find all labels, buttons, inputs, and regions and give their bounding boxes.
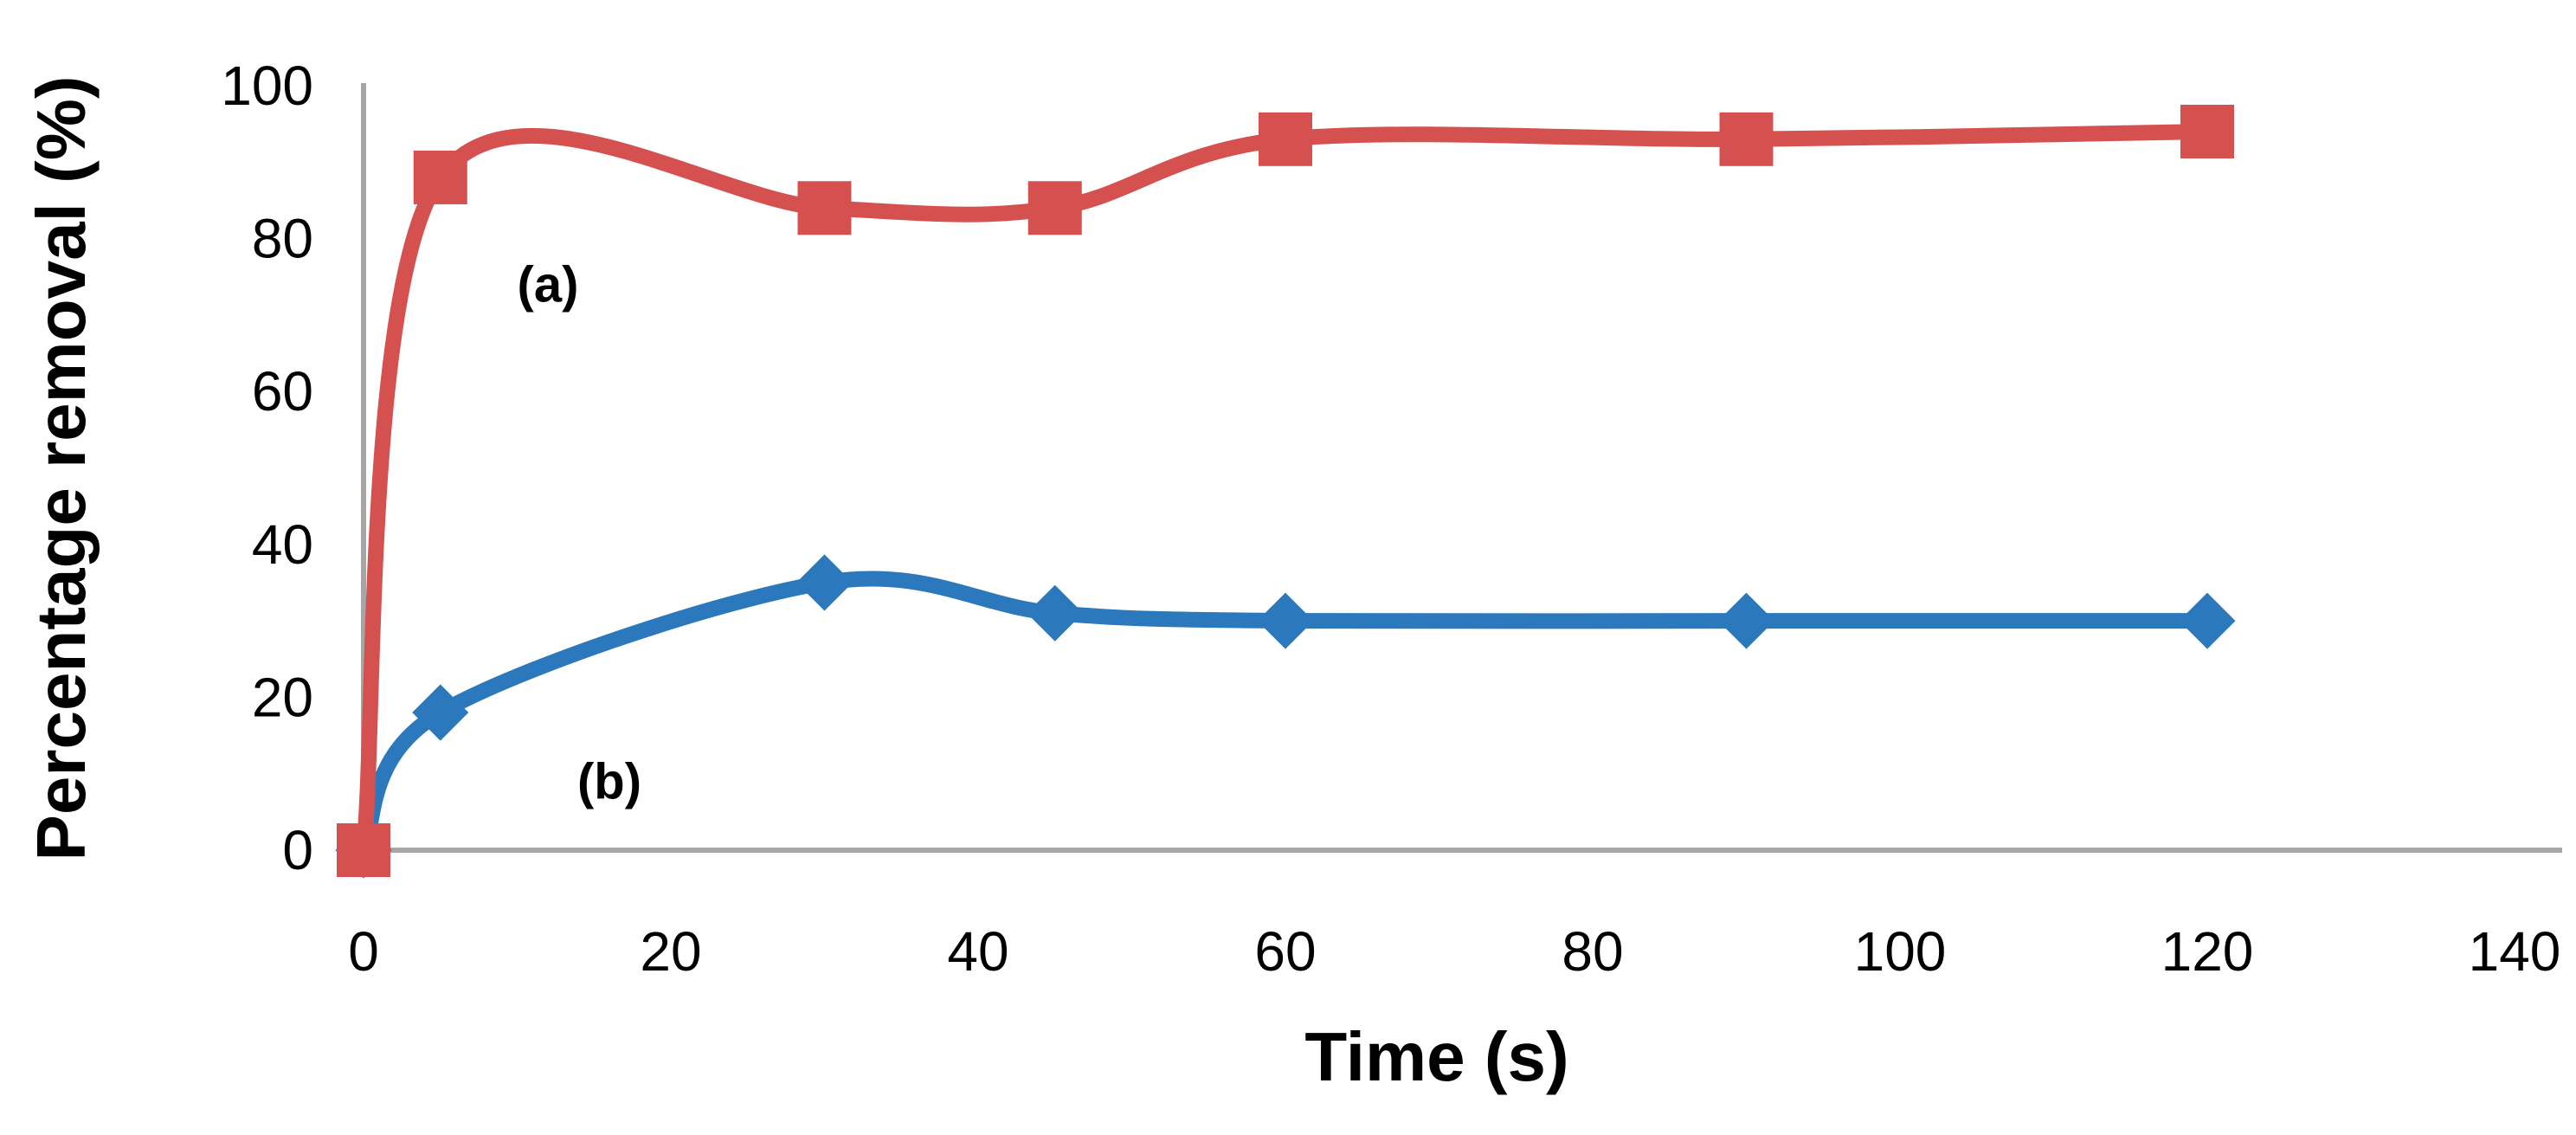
- y-tick-label: 100: [221, 55, 313, 117]
- y-tick-label: 0: [282, 819, 313, 881]
- series-annotation-b: (b): [577, 754, 641, 810]
- y-tick-label: 80: [252, 208, 313, 270]
- x-tick-label: 120: [2161, 920, 2254, 983]
- series-a-line: [356, 123, 2215, 858]
- x-tick-label: 20: [640, 920, 701, 983]
- series-b-marker-diamond: [2179, 592, 2236, 649]
- series-annotation-a: (a): [518, 257, 579, 313]
- series-a-marker-square: [413, 150, 467, 204]
- series-b-line: [356, 571, 2215, 858]
- y-tick-label: 60: [252, 360, 313, 422]
- series-a-marker-square: [2180, 104, 2234, 158]
- x-tick-label: 60: [1254, 920, 1316, 983]
- x-tick-label: 100: [1854, 920, 1947, 983]
- y-axis-title: Percentage removal (%): [35, 75, 100, 861]
- y-tick-label: 40: [252, 513, 313, 576]
- series-a-marker-square: [1027, 181, 1082, 235]
- y-tick-label: 20: [252, 666, 313, 728]
- series-b-marker-diamond: [1717, 592, 1775, 649]
- series-a-marker-square: [797, 181, 852, 235]
- series-b-marker-diamond: [412, 684, 469, 741]
- series-b-marker-diamond: [1257, 592, 1314, 649]
- x-tick-label: 40: [947, 920, 1008, 983]
- x-tick-label: 80: [1562, 920, 1623, 983]
- x-axis-title: Time (s): [1304, 1018, 1568, 1095]
- x-tick-label: 0: [348, 920, 379, 983]
- series-a-marker-square: [337, 823, 390, 877]
- series-a-marker-square: [1719, 112, 1774, 166]
- percentage-removal-chart: 0 20 40 60 80 100 120 140 0 20 40 60 80 100 (a) (b) Per…: [35, 55, 2562, 1095]
- line-chart-figure: 0 20 40 60 80 100 120 140 0 20 40 60 80 100 (a) (b) Per…: [35, 14, 2576, 1121]
- x-tick-label: 140: [2469, 920, 2561, 983]
- series-b-marker-diamond: [1027, 584, 1084, 642]
- series-a-marker-square: [1259, 112, 1312, 166]
- series-b-marker-diamond: [795, 554, 853, 611]
- plot-area: 0 20 40 60 80 100 120 140 0 20 40 60 80 100 (a) (b): [221, 55, 2562, 983]
